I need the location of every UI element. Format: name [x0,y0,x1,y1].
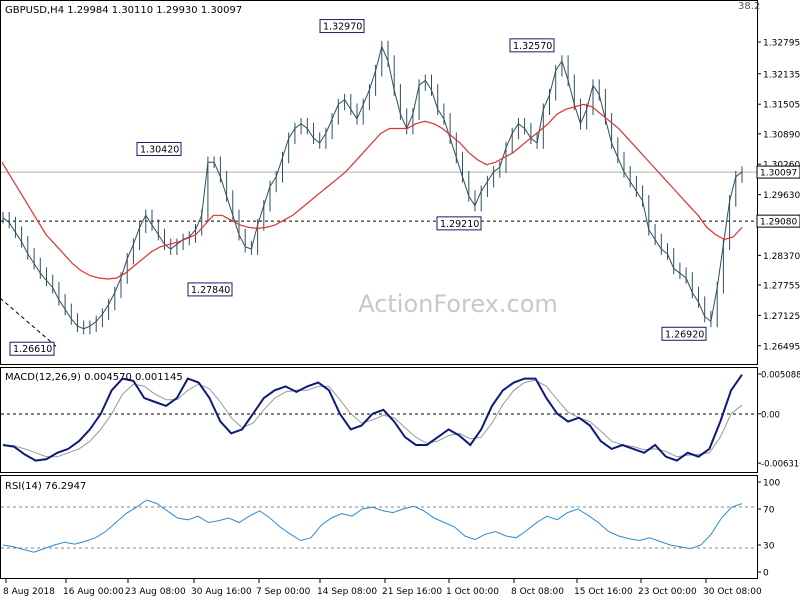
annotation-box [319,19,365,34]
price-y-tick-label: 1.32135 [763,70,800,80]
annotation-label: 1.26920 [665,329,704,340]
rsi-y-tick-label: 30 [763,542,775,552]
price-y-tick-label: 1.28370 [763,252,800,262]
rsi-series-layer [2,499,743,553]
last-price-tag: 1.30097 [760,169,797,179]
macd-line [2,374,743,462]
annotation-label: 1.29210 [440,219,479,230]
annotation-label: 1.26610 [13,344,52,355]
annotation-box [661,326,707,341]
corner-label: 38.2 [738,1,760,12]
annotation-box [436,216,482,231]
x-tick-label: 8 Oct 08:00 [511,587,564,597]
annotation-label: 1.30420 [140,145,179,156]
price-y-tick-label: 1.27125 [763,312,800,322]
last-price-tag-box [756,165,800,179]
x-tick-label: 8 Aug 2018 [3,587,55,597]
annotation-box [509,38,555,53]
moving-average-line [1,103,743,280]
macd-y-axis: 0.005088 0.00 -0.006316 [757,371,800,470]
annotation-label: 1.27840 [191,285,230,296]
rsi-y-tick-label: 100 [763,479,780,489]
price-y-tick-label: 1.27755 [763,282,800,292]
time-x-axis: 8 Aug 2018 16 Aug 00:00 23 Aug 08:00 30 Aug… [3,579,762,597]
macd-chart-title: MACD(12,26,9) 0.004570 0.001145 [5,372,183,383]
rsi-chart-title: RSI(14) 76.2947 [5,481,86,492]
price-y-tick-label: 1.26495 [763,342,800,352]
price-close-line [2,45,743,330]
price-y-tick-label: 1.32795 [763,38,800,48]
rsi-y-tick-label: 0 [763,569,769,579]
rsi-panel-frame [0,475,758,579]
price-chart-title: GBPUSD,H4 1.29984 1.30110 1.29930 1.3009… [5,5,242,16]
level-tag: 1.29080 [760,218,797,228]
x-tick-label: 15 Oct 16:00 [574,587,633,597]
annotation-box [187,282,233,297]
price-y-axis: 1.327951.321351.315051.308901.302601.296… [757,38,800,352]
price-reference-lines: 1.30097 1.29080 [1,165,800,228]
x-tick-label: 21 Sep 16:00 [382,587,442,597]
rsi-y-tick-label: 70 [763,506,775,516]
x-tick-label: 14 Sep 08:00 [317,587,377,597]
x-tick-label: 30 Oct 08:00 [703,587,762,597]
macd-signal-line [2,379,743,458]
price-y-tick-label: 1.29630 [763,191,800,201]
x-tick-label: 16 Aug 00:00 [63,587,124,597]
annotation-box [9,341,55,356]
macd-panel-frame [0,367,758,473]
trend-dashed-line [0,297,59,349]
x-tick-label: 30 Aug 16:00 [191,587,252,597]
x-tick-label: 23 Aug 08:00 [125,587,186,597]
macd-y-tick-label: -0.006316 [761,460,800,470]
macd-y-tick-label: 0.005088 [761,371,800,381]
price-series-layer [1,40,743,335]
x-tick-label: 7 Sep 00:00 [256,587,311,597]
price-panel-frame [0,0,758,365]
x-tick-label: 23 Oct 00:00 [638,587,697,597]
price-y-tick-label: 1.31505 [763,101,800,111]
macd-y-tick-label: 0.00 [761,410,780,420]
price-y-tick-label: 1.30890 [763,130,800,140]
annotation-label: 1.32570 [513,41,552,52]
annotation-label: 1.32970 [323,22,362,33]
watermark: ActionForex.com [358,290,558,318]
x-tick-label: 1 Oct 00:00 [446,587,499,597]
level-tag-box [756,214,800,228]
annotation-box [136,142,182,157]
rsi-y-axis: 100 70 30 0 [757,479,780,579]
macd-series-layer [2,374,743,462]
rsi-line [2,499,743,553]
price-annotations: 1.26610 1.30420 1.27840 1.32970 1.29210 1.325… [9,19,707,356]
